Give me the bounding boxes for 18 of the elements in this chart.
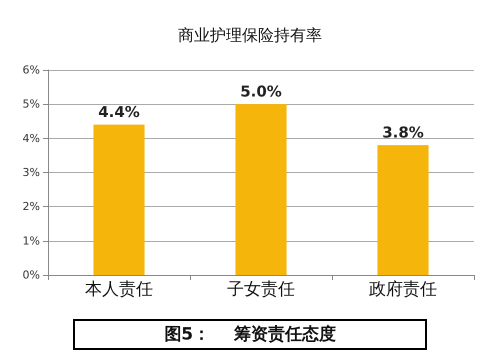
data-label: 3.8% xyxy=(382,124,424,142)
y-tick-label: 6% xyxy=(22,64,40,76)
y-tick-label: 0% xyxy=(22,268,40,282)
bar xyxy=(377,145,429,275)
x-tick-label: 子女责任 xyxy=(227,280,295,300)
data-label: 4.4% xyxy=(98,103,140,122)
y-tick-label: 4% xyxy=(22,132,40,145)
chart-title: 商业护理保险持有率 xyxy=(178,26,322,44)
x-tick-label: 本人责任 xyxy=(85,280,153,300)
bar xyxy=(235,104,287,275)
y-tick-label: 5% xyxy=(22,98,40,111)
bar xyxy=(93,124,145,275)
x-tick-label: 政府责任 xyxy=(369,280,437,300)
y-tick-label: 2% xyxy=(22,200,40,214)
y-tick-label: 3% xyxy=(22,166,40,179)
data-label: 5.0% xyxy=(240,82,282,101)
y-tick-label: 1% xyxy=(22,234,40,248)
caption: 图5： 筹资责任态度 xyxy=(164,324,336,344)
